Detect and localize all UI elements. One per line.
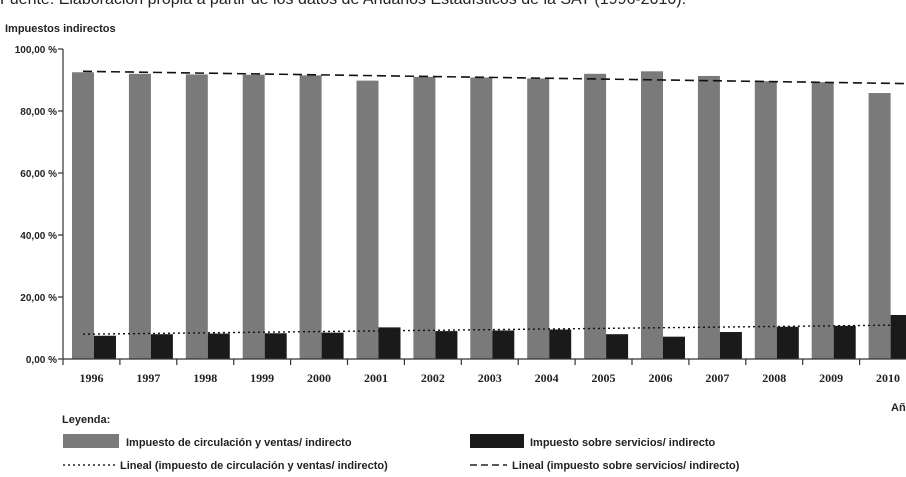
x-tick-label: 2002 — [421, 371, 445, 385]
bar-circulacion — [641, 71, 663, 359]
y-axis-title: Impuestos indirectos — [5, 23, 116, 35]
bar-circulacion — [868, 93, 891, 360]
bar-servicios — [264, 333, 287, 359]
x-tick-label: 2005 — [592, 371, 616, 385]
bar-servicios — [378, 327, 401, 359]
x-tick-label: 2008 — [762, 371, 786, 385]
bar-circulacion — [527, 78, 550, 359]
bar-servicios — [207, 333, 230, 359]
x-axis: 1996 1997 1998 1999 2000 2001 2002 2003 2004 2005… — [62, 358, 906, 385]
bar-circulacion — [185, 74, 208, 360]
x-tick-label: 1999 — [250, 371, 274, 385]
bar-circulacion — [413, 76, 436, 360]
y-tick-label: 60,00 % — [20, 169, 57, 180]
bar-servicios — [719, 332, 742, 359]
bar-circulacion — [356, 80, 379, 360]
legend: Leyenda: Impuesto de circulación y venta… — [62, 414, 740, 472]
bar-servicios — [435, 331, 458, 359]
bar-servicios — [833, 325, 856, 359]
x-tick-label: 1997 — [136, 371, 160, 385]
x-tick-label: 2006 — [648, 371, 672, 385]
bar-servicios — [663, 336, 685, 359]
bar-servicios — [321, 332, 344, 359]
x-tick-label: 1998 — [193, 371, 217, 385]
chart-caption: Fuente: Elaboración propia a partir de l… — [0, 0, 906, 9]
y-tick-label: 100,00 % — [15, 45, 57, 56]
x-tick-label: 1996 — [79, 371, 103, 385]
x-tick-label: 2009 — [819, 371, 843, 385]
legend-label-servicios: Impuesto sobre servicios/ indirecto — [530, 437, 716, 449]
x-tick-label: 2007 — [705, 371, 729, 385]
y-tick-label: 40,00 % — [20, 231, 57, 242]
x-tick-label: 2004 — [535, 371, 559, 385]
bar-circulacion — [72, 72, 94, 359]
legend-label-lineal-servicios: Lineal (impuesto sobre servicios/ indire… — [512, 460, 740, 472]
bar-servicios — [606, 334, 629, 359]
bar-servicios — [94, 335, 116, 359]
bar-servicios — [492, 330, 515, 359]
bar-circulacion — [811, 82, 834, 360]
legend-swatch-circulacion — [63, 434, 119, 448]
legend-label-circulacion: Impuesto de circulación y ventas/ indire… — [126, 437, 352, 449]
legend-title: Leyenda: — [62, 414, 110, 426]
x-axis-title: Años — [891, 402, 906, 414]
bars — [72, 71, 906, 360]
x-tick-label: 2001 — [364, 371, 388, 385]
legend-label-lineal-circulacion: Lineal (impuesto de circulación y ventas… — [120, 460, 388, 472]
x-tick-label: 2003 — [478, 371, 502, 385]
bar-circulacion — [128, 73, 151, 360]
y-tick-label: 80,00 % — [20, 107, 57, 118]
bar-circulacion — [242, 74, 265, 359]
bar-circulacion — [470, 77, 493, 360]
legend-swatch-servicios — [470, 434, 524, 448]
bar-circulacion — [584, 73, 607, 360]
trendline-circulacion — [82, 324, 906, 335]
bar-circulacion — [697, 75, 720, 359]
trendlines — [82, 70, 906, 335]
y-axis: 0,00 % 20,00 % 40,00 % 60,00 % 80,00 % 100,00… — [15, 45, 64, 366]
bar-servicios — [890, 314, 906, 359]
y-tick-label: 20,00 % — [20, 293, 57, 304]
bar-circulacion — [299, 75, 322, 359]
bar-servicios — [549, 329, 572, 359]
x-tick-label: 2010 — [876, 371, 900, 385]
x-tick-label: 2000 — [307, 371, 331, 385]
trendline-servicios — [82, 70, 906, 85]
bar-servicios — [776, 326, 799, 359]
bar-servicios — [150, 334, 173, 359]
y-tick-label: 0,00 % — [26, 355, 57, 366]
bar-circulacion — [754, 81, 777, 360]
